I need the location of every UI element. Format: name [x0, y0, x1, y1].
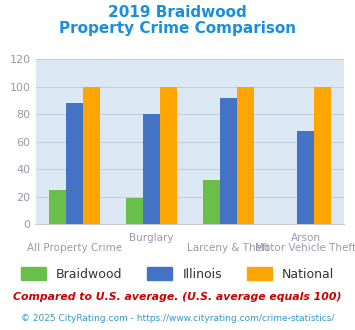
Bar	[237, 87, 254, 224]
Text: Property Crime Comparison: Property Crime Comparison	[59, 21, 296, 36]
Text: 2019 Braidwood: 2019 Braidwood	[108, 5, 247, 20]
Bar	[220, 98, 237, 224]
Bar	[297, 131, 314, 224]
Bar	[160, 87, 177, 224]
Legend: Braidwood, Illinois, National: Braidwood, Illinois, National	[16, 262, 339, 286]
Bar	[83, 87, 100, 224]
Text: All Property Crime: All Property Crime	[27, 243, 122, 252]
Text: Arson: Arson	[291, 233, 321, 243]
Bar	[143, 115, 160, 224]
Bar	[203, 181, 220, 224]
Text: Motor Vehicle Theft: Motor Vehicle Theft	[255, 243, 355, 252]
Text: Burglary: Burglary	[129, 233, 174, 243]
Bar	[314, 87, 331, 224]
Bar	[49, 190, 66, 224]
Text: Compared to U.S. average. (U.S. average equals 100): Compared to U.S. average. (U.S. average …	[13, 292, 342, 302]
Bar	[126, 198, 143, 224]
Text: © 2025 CityRating.com - https://www.cityrating.com/crime-statistics/: © 2025 CityRating.com - https://www.city…	[21, 314, 334, 323]
Text: Larceny & Theft: Larceny & Theft	[187, 243, 270, 252]
Bar	[66, 103, 83, 224]
